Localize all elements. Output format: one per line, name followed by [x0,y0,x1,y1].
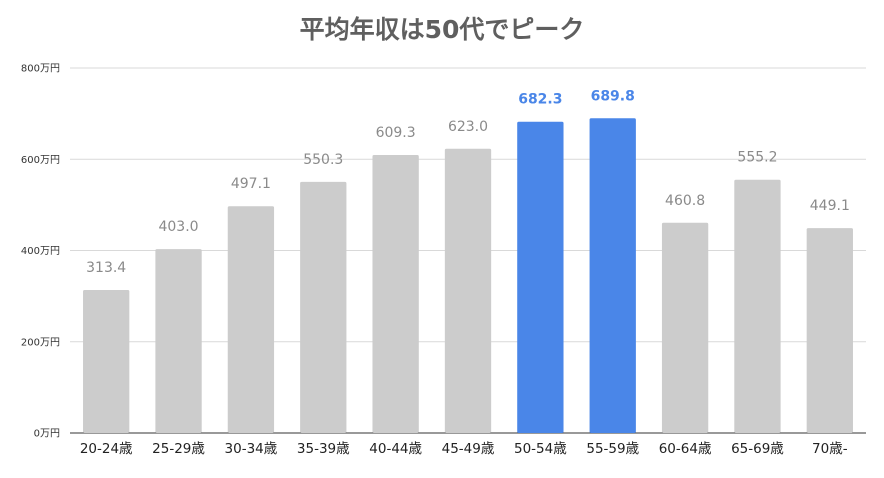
data-label: 460.8 [665,193,705,209]
bars [83,118,853,433]
bar [83,290,130,433]
x-tick-label: 60-64歳 [659,441,712,457]
bar [372,155,419,433]
x-tick-label: 50-54歳 [514,441,567,457]
x-tick-label: 55-59歳 [586,441,639,457]
y-tick-label: 400万円 [21,246,60,257]
x-tick-label: 25-29歳 [152,441,205,457]
bar [661,222,709,433]
data-label: 623.0 [448,119,488,135]
data-label: 403.0 [158,219,198,235]
data-labels: 313.4 403.0 497.1 550.3 609.3 623.0 682.3 689.8… [86,88,850,276]
bar [806,228,853,433]
data-label: 555.2 [737,150,777,166]
data-label: 449.1 [810,198,850,214]
x-tick-label: 45-49歳 [442,441,495,457]
x-tick-label: 65-69歳 [731,441,784,457]
data-label: 609.3 [376,125,416,141]
bar [155,249,202,433]
y-tick-label: 800万円 [21,64,60,75]
x-tick-label: 40-44歳 [369,441,422,457]
data-label: 689.8 [591,88,635,104]
x-axis-ticks: 20-24歳 25-29歳 30-34歳 35-39歳 40-44歳 45-49歳 50-5… [80,441,848,457]
bar [734,179,781,433]
bar [517,121,564,433]
x-tick-label: 35-39歳 [297,441,350,457]
y-tick-label: 600万円 [21,155,60,166]
bar [227,206,275,433]
bar [300,181,347,433]
bar [444,148,492,433]
x-tick-label: 70歳- [812,441,848,457]
data-label: 550.3 [303,152,343,168]
chart-title: 平均年収は50代でピーク [300,15,585,44]
data-label: 497.1 [231,176,271,192]
y-tick-label: 0万円 [34,429,60,440]
x-tick-label: 20-24歳 [80,441,133,457]
y-tick-label: 200万円 [21,337,60,348]
data-label: 682.3 [518,92,562,108]
bar [589,118,636,433]
data-label: 313.4 [86,260,126,276]
x-tick-label: 30-34歳 [225,441,278,457]
y-axis-ticks: 0万円 200万円 400万円 600万円 800万円 [21,64,60,440]
